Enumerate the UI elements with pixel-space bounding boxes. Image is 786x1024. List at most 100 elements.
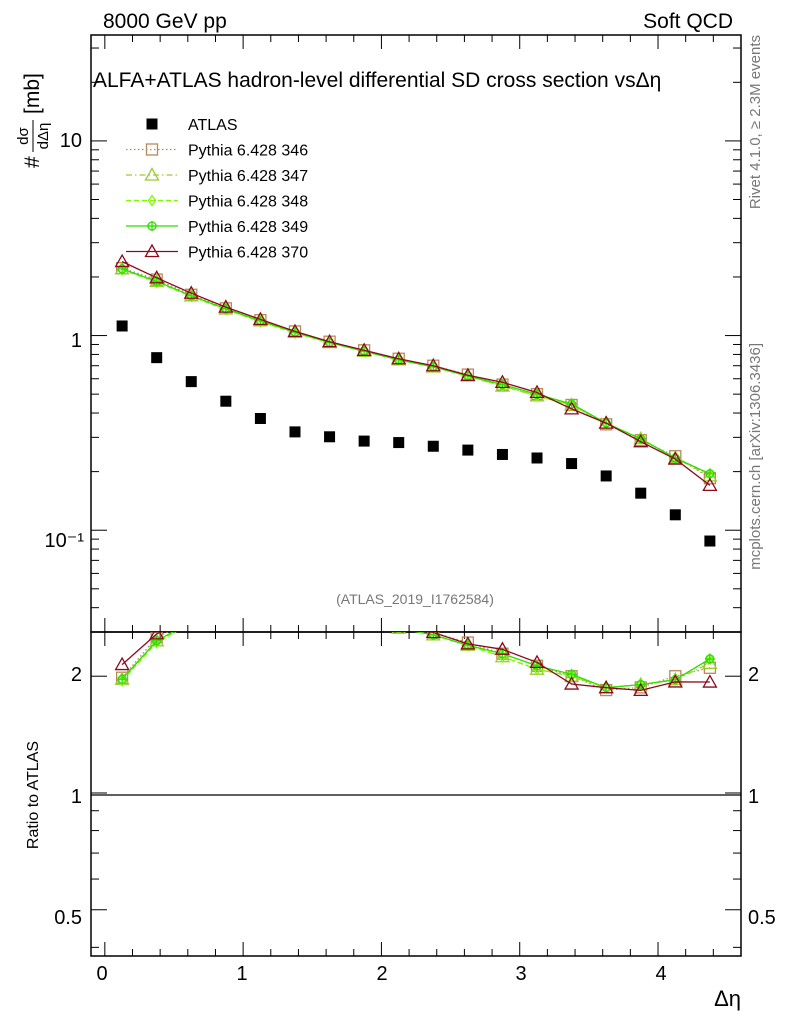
series-point-4 [356,342,372,356]
y-label-numerator: dσ [15,126,32,144]
series-point-4 [149,269,165,284]
ratio-point-4 [633,682,649,697]
series-point-3 [566,399,577,410]
ratio-point-4 [185,610,198,622]
ratio-point-3 [117,674,128,685]
ratio-point-4 [494,641,511,655]
series-point-4 [598,415,614,429]
ratio-point-2 [188,618,195,628]
ratio-point-4 [392,619,405,631]
main-series-layer [114,253,718,547]
legend-label-1: Pythia 6.428 347 [188,168,308,185]
ratio-point-4 [323,597,336,609]
legend-label-0: Pythia 6.428 346 [188,143,308,160]
marker-ring [222,605,230,613]
ratio-point-0 [324,598,335,609]
data-point [185,376,197,388]
series-point-4 [702,477,718,492]
data-point [116,320,128,332]
chart-title: ALFA+ATLAS hadron-level differential SD … [93,69,661,92]
data-point [393,437,405,449]
series-point-4 [667,451,683,465]
legend-label-3: Pythia 6.428 349 [188,219,308,236]
series-point-4 [425,357,441,372]
ratio-point-1 [288,588,301,600]
ratio-point-1 [254,592,267,604]
data-point [704,535,716,547]
ratio-point-3 [704,653,715,664]
series-point-4 [391,350,407,365]
legend-marker-1 [144,167,160,181]
data-point [289,426,301,438]
data-point [669,509,681,521]
ratio-point-3 [325,600,335,610]
ratio-point-1 [323,599,336,611]
ratio-panel-frame [90,631,742,957]
ratio-point-3 [221,604,231,614]
data-point [566,458,578,470]
series-point-2 [117,263,127,276]
ratio-point-1 [702,655,718,669]
data-point [462,444,474,456]
y-tick-label: 1 [71,330,82,352]
ratio-point-4 [563,676,580,690]
ratio-line-3 [121,632,711,689]
x-tick-label: 3 [515,963,526,985]
ratio-point-4 [667,674,683,688]
y-tick-label: 10⁻¹ [45,530,85,552]
ratio-line-0 [121,632,711,691]
axis-ticks [91,35,741,956]
marker-ring [291,590,299,598]
watermark: (ATLAS_2019_I1762584) [336,591,494,607]
ratio-point-3 [396,632,402,634]
series-point-4 [183,285,199,299]
series-point-4 [494,374,511,388]
series-point-4 [633,433,649,448]
ratio-y-label: Ratio to ATLAS [25,741,42,849]
data-point [358,435,370,447]
series-point-4 [114,253,130,268]
data-point [496,448,508,460]
x-axis-label: Δη [714,986,741,1011]
series-line-3 [121,268,711,475]
ratio-tick-label-right: 0.5 [748,907,776,929]
ratio-point-1 [185,616,198,628]
ratio-line-1 [121,632,711,689]
ratio-point-2 [361,609,368,619]
marker-ring [396,632,402,633]
data-point [324,431,336,443]
legend-marker-4 [144,243,160,258]
ratio-tick-label-left: 0.5 [54,907,82,929]
ratio-point-4 [425,632,441,639]
data-point [531,452,543,464]
y-tick-label: 10 [60,130,82,152]
ratio-point-2 [291,591,298,601]
ratio-line-2 [121,632,711,689]
ratio-tick-label-left: 2 [71,664,82,686]
ratio-point-0 [220,602,231,613]
ratio-point-1 [219,603,232,615]
x-tick-label: 2 [376,963,387,985]
series-line-4 [121,261,711,486]
ratio-point-4 [288,586,301,598]
marker-ring [187,618,195,626]
data-point [427,440,439,452]
series-point-4 [252,311,269,326]
ratio-point-0 [289,587,300,598]
y-label-unit: [mb] [21,73,44,114]
ratio-point-0 [359,607,370,618]
ratio-point-4 [358,606,371,618]
ratio-point-4 [114,656,130,671]
data-point [600,470,612,482]
x-tick-label: 4 [655,963,666,985]
ratio-point-4 [702,674,718,688]
ratio-point-2 [222,605,229,615]
ratio-point-3 [359,609,369,619]
series-point-3 [117,263,128,274]
y-label-denominator: dΔη [35,123,52,150]
ratio-point-0 [186,614,197,625]
series-point-4 [218,299,234,313]
y-axis-label: # dσ dΔη [mb] [15,73,52,168]
ratio-point-4 [529,654,545,669]
legend-label-data: ATLAS [188,117,238,134]
